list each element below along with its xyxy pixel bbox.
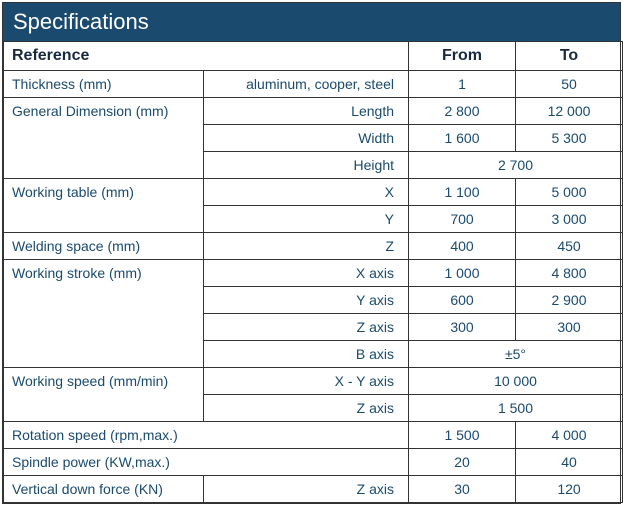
label: Welding space (mm) bbox=[4, 233, 204, 260]
header-reference: Reference bbox=[4, 42, 409, 71]
from: 400 bbox=[409, 233, 516, 260]
sub: Z bbox=[204, 233, 409, 260]
spec-table: Reference From To Thickness (mm) aluminu… bbox=[3, 41, 623, 503]
header-to: To bbox=[516, 42, 623, 71]
from: 2 800 bbox=[409, 98, 516, 125]
from: 1 600 bbox=[409, 125, 516, 152]
label: Working table (mm) bbox=[4, 179, 204, 233]
from: 700 bbox=[409, 206, 516, 233]
label: Vertical down force (KN) bbox=[4, 476, 204, 503]
sub: Y axis bbox=[204, 287, 409, 314]
to: 300 bbox=[516, 314, 623, 341]
to: 450 bbox=[516, 233, 623, 260]
row-wspeed-xy: Working speed (mm/min) X - Y axis 10 000 bbox=[4, 368, 623, 395]
to: 3 000 bbox=[516, 206, 623, 233]
row-vdf: Vertical down force (KN) Z axis 30 120 bbox=[4, 476, 623, 503]
to: 5 000 bbox=[516, 179, 623, 206]
to: 12 000 bbox=[516, 98, 623, 125]
table-title: Specifications bbox=[3, 3, 620, 41]
sub: Length bbox=[204, 98, 409, 125]
row-wt-x: Working table (mm) X 1 100 5 000 bbox=[4, 179, 623, 206]
sub: X bbox=[204, 179, 409, 206]
sub: Z axis bbox=[204, 314, 409, 341]
to: 4 000 bbox=[516, 422, 623, 449]
from: 1 100 bbox=[409, 179, 516, 206]
to: 50 bbox=[516, 71, 623, 98]
label: Spindle power (KW,max.) bbox=[4, 449, 409, 476]
from: 1 bbox=[409, 71, 516, 98]
row-gd-length: General Dimension (mm) Length 2 800 12 0… bbox=[4, 98, 623, 125]
from: 1 000 bbox=[409, 260, 516, 287]
sub: B axis bbox=[204, 341, 409, 368]
sub: aluminum, cooper, steel bbox=[204, 71, 409, 98]
sub: Width bbox=[204, 125, 409, 152]
to: 4 800 bbox=[516, 260, 623, 287]
sub: X - Y axis bbox=[204, 368, 409, 395]
to: 40 bbox=[516, 449, 623, 476]
from: 300 bbox=[409, 314, 516, 341]
merged: ±5° bbox=[409, 341, 623, 368]
header-row: Reference From To bbox=[4, 42, 623, 71]
label: Working speed (mm/min) bbox=[4, 368, 204, 422]
row-welding-space: Welding space (mm) Z 400 450 bbox=[4, 233, 623, 260]
sub: Height bbox=[204, 152, 409, 179]
from: 30 bbox=[409, 476, 516, 503]
from: 1 500 bbox=[409, 422, 516, 449]
label: Rotation speed (rpm,max.) bbox=[4, 422, 409, 449]
sub: Y bbox=[204, 206, 409, 233]
row-ws-x: Working stroke (mm) X axis 1 000 4 800 bbox=[4, 260, 623, 287]
to: 2 900 bbox=[516, 287, 623, 314]
label: General Dimension (mm) bbox=[4, 98, 204, 179]
merged: 2 700 bbox=[409, 152, 623, 179]
to: 5 300 bbox=[516, 125, 623, 152]
to: 120 bbox=[516, 476, 623, 503]
label: Thickness (mm) bbox=[4, 71, 204, 98]
merged: 1 500 bbox=[409, 395, 623, 422]
row-spindle: Spindle power (KW,max.) 20 40 bbox=[4, 449, 623, 476]
specifications-table: Specifications Reference From To Thickne… bbox=[2, 2, 621, 504]
sub: X axis bbox=[204, 260, 409, 287]
row-thickness: Thickness (mm) aluminum, cooper, steel 1… bbox=[4, 71, 623, 98]
header-from: From bbox=[409, 42, 516, 71]
label: Working stroke (mm) bbox=[4, 260, 204, 368]
sub: Z axis bbox=[204, 395, 409, 422]
row-rotation: Rotation speed (rpm,max.) 1 500 4 000 bbox=[4, 422, 623, 449]
merged: 10 000 bbox=[409, 368, 623, 395]
sub: Z axis bbox=[204, 476, 409, 503]
from: 20 bbox=[409, 449, 516, 476]
from: 600 bbox=[409, 287, 516, 314]
